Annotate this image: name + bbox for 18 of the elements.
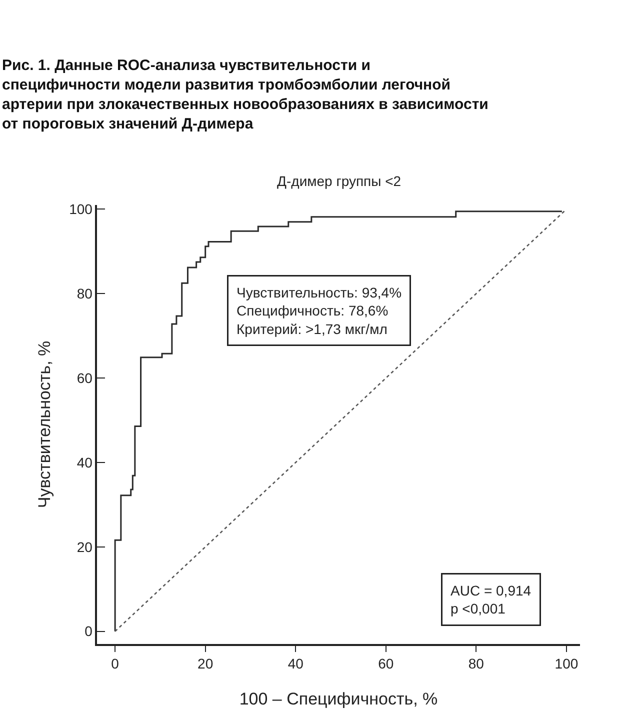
annotation: AUC = 0,914 p <0,001 <box>450 582 532 617</box>
y-tick-label: 20 <box>76 538 93 555</box>
y-tick-label: 80 <box>76 286 93 302</box>
y-axis-title: Чувствительность, % <box>35 340 54 508</box>
chart-title: Рис. 1. Данные ROC-анализа чувствительности и специфичности модели развития тромбоэмболии легочной артерии при злокачественных новообразованиях в зависимости от пороговых значений Д-димера <box>2 57 488 132</box>
y-tick-label: 0 <box>84 623 93 640</box>
x-tick-label: 0 <box>111 656 120 672</box>
y-tick-label: 100 <box>69 201 93 218</box>
x-tick-label: 40 <box>288 656 304 672</box>
x-tick-label: 20 <box>198 656 214 672</box>
annotation: Чувствительность: 93,4% Специфичность: 78,6% Критерий: >1,73 мкг/мл <box>236 284 402 337</box>
x-tick-label: 80 <box>468 656 484 672</box>
x-axis-title: 100 – Специфичность, % <box>239 689 438 708</box>
y-tick-label: 60 <box>76 370 93 386</box>
y-tick-label: 40 <box>76 454 93 470</box>
x-tick-label: 100 <box>554 656 578 672</box>
x-tick-label: 60 <box>378 656 394 672</box>
chart-subtitle: Д-димер группы <2 <box>277 173 402 189</box>
